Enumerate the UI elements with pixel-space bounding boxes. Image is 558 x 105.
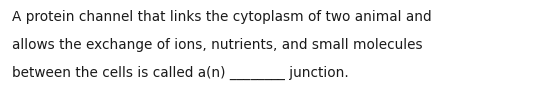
Text: allows the exchange of ions, nutrients, and small molecules: allows the exchange of ions, nutrients, …: [12, 38, 422, 52]
Text: A protein channel that links the cytoplasm of two animal and: A protein channel that links the cytopla…: [12, 10, 432, 24]
Text: between the cells is called a(n) ________ junction.: between the cells is called a(n) _______…: [12, 66, 349, 80]
